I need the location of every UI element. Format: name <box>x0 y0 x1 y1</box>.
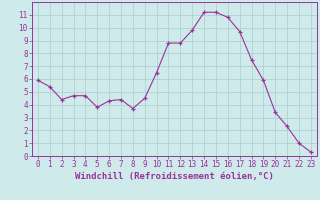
X-axis label: Windchill (Refroidissement éolien,°C): Windchill (Refroidissement éolien,°C) <box>75 172 274 181</box>
